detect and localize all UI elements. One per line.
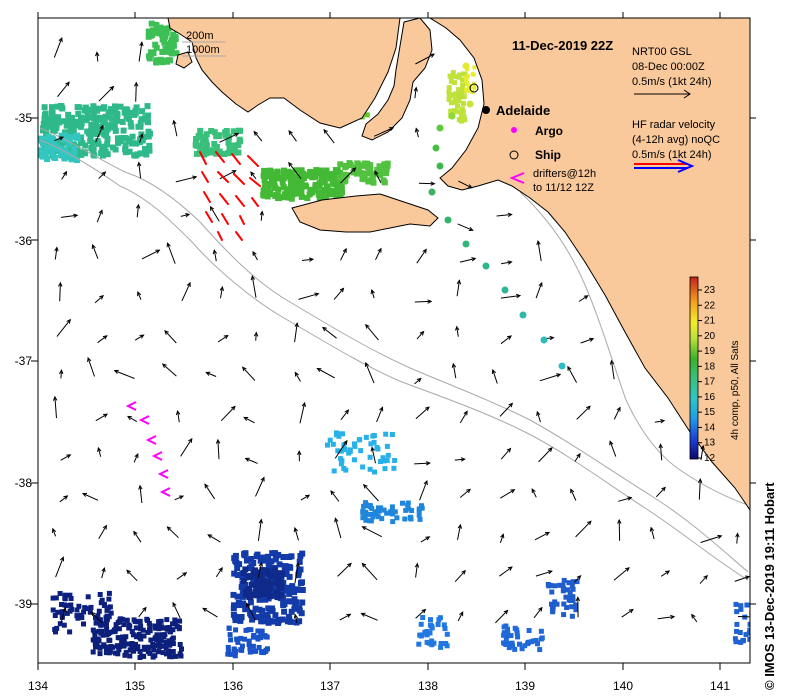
gsl-legend-line3: 0.5m/s (1kt 24h) bbox=[632, 76, 711, 88]
colorbar-tick-label: 16 bbox=[704, 392, 716, 403]
colorbar: 23 22 21 20 19 18 17 16 15 14 13 12 4h comp, p50, A… bbox=[689, 276, 741, 464]
city-label: Adelaide bbox=[496, 103, 550, 118]
plot-frame bbox=[37, 17, 751, 664]
map-title: 11-Dec-2019 22Z bbox=[512, 38, 613, 53]
hf-radar-vectors bbox=[199, 151, 261, 241]
gsl-legend-line1: NRT00 GSL bbox=[632, 46, 692, 58]
credit-text: © IMOS 13-Dec-2019 19:11 Hobart bbox=[762, 482, 777, 690]
argo-floats bbox=[428, 62, 566, 370]
lat-label: -36 bbox=[15, 234, 33, 248]
colorbar-title: 4h comp, p50, All Sats bbox=[730, 340, 741, 440]
drifter-tracks bbox=[125, 401, 171, 497]
lat-label: -35 bbox=[15, 111, 33, 125]
lon-label: 136 bbox=[223, 679, 243, 693]
ship-legend-marker bbox=[509, 150, 519, 160]
hf-legend-line1: HF radar velocity bbox=[632, 119, 716, 131]
lat-labels: -35 -36 -37 -38 -39 bbox=[15, 111, 33, 611]
lon-label: 134 bbox=[28, 679, 48, 693]
colorbar-tick-label: 12 bbox=[704, 453, 716, 464]
colorbar-tick-label: 18 bbox=[704, 361, 716, 372]
hf-legend: HF radar velocity (4-12h avg) noQC 0.5m/… bbox=[632, 119, 720, 173]
axis-ticks bbox=[31, 12, 756, 670]
lon-label: 137 bbox=[320, 679, 340, 693]
lat-label: -37 bbox=[15, 354, 33, 368]
colorbar-tick-label: 21 bbox=[704, 316, 716, 327]
depth-200-label: 200m bbox=[186, 30, 214, 42]
lon-labels: 134 135 136 137 138 139 140 141 bbox=[28, 679, 730, 693]
argo-legend-label: Argo bbox=[535, 124, 563, 138]
depth-1000-label: 1000m bbox=[186, 44, 220, 56]
colorbar-tick-label: 15 bbox=[704, 407, 716, 418]
colorbar-tick-label: 22 bbox=[704, 300, 716, 311]
colorbar-tick-label: 20 bbox=[704, 331, 716, 342]
lat-label: -39 bbox=[15, 597, 33, 611]
colorbar-tick-label: 13 bbox=[704, 438, 716, 449]
drifter-legend-line2: to 11/12 12Z bbox=[533, 182, 594, 194]
ship-legend-label: Ship bbox=[535, 148, 561, 162]
colorbar-tick-label: 19 bbox=[704, 346, 716, 357]
lon-label: 141 bbox=[710, 679, 730, 693]
hf-legend-line2: (4-12h avg) noQC bbox=[632, 134, 720, 146]
land bbox=[167, 18, 750, 511]
colorbar-tick-label: 14 bbox=[704, 422, 716, 433]
lon-label: 135 bbox=[125, 679, 145, 693]
lat-label: -38 bbox=[15, 476, 33, 490]
lon-label: 139 bbox=[515, 679, 535, 693]
colorbar-ticks: 23 22 21 20 19 18 17 16 15 14 13 12 bbox=[698, 285, 716, 464]
drifter-legend-marker bbox=[509, 172, 525, 184]
gsl-legend: NRT00 GSL 08-Dec 00:00Z 0.5m/s (1kt 24h) bbox=[632, 46, 711, 99]
drifter-legend-line1: drifters@12h bbox=[533, 168, 596, 180]
lon-label: 140 bbox=[613, 679, 633, 693]
hf-legend-line3: 0.5m/s (1kt 24h) bbox=[632, 149, 711, 161]
argo-legend-marker bbox=[511, 127, 517, 133]
colorbar-tick-label: 17 bbox=[704, 377, 716, 388]
gsl-legend-line2: 08-Dec 00:00Z bbox=[632, 61, 705, 73]
adelaide-marker bbox=[482, 106, 490, 114]
lon-label: 138 bbox=[418, 679, 438, 693]
depth-legend: 200m 1000m bbox=[182, 30, 226, 57]
colorbar-tick-label: 23 bbox=[704, 285, 716, 296]
